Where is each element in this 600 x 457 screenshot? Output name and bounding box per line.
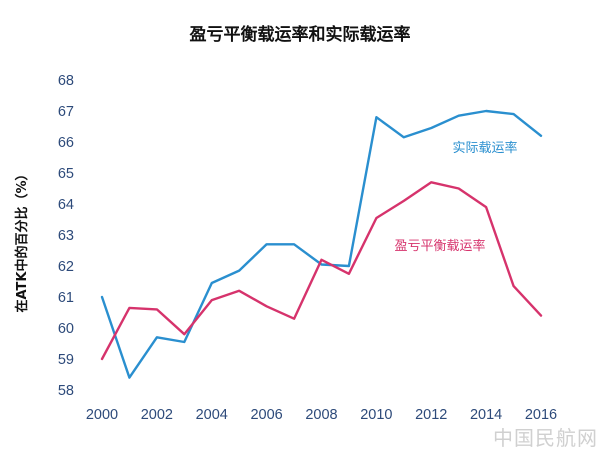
x-tick-label: 2014	[470, 407, 502, 423]
y-tick-label: 67	[58, 104, 74, 120]
y-tick-label: 58	[58, 383, 74, 399]
x-tick-labels: 2000 2002 2004 2006 2008 2010 2012 2014 2016	[86, 407, 557, 423]
y-tick-label: 62	[58, 259, 74, 275]
chart-title: 盈亏平衡载运率和实际载运率	[189, 24, 411, 45]
x-tick-label: 2012	[415, 407, 447, 423]
x-tick-label: 2004	[196, 407, 228, 423]
y-tick-label: 63	[58, 228, 74, 244]
series-line-1	[100, 181, 543, 361]
series-label-0: 实际载运率	[452, 140, 517, 156]
y-tick-label: 68	[58, 73, 74, 89]
x-tick-label: 2006	[250, 407, 282, 423]
x-tick-label: 2016	[525, 407, 557, 423]
y-tick-label: 59	[58, 352, 74, 368]
x-tick-label: 2010	[360, 407, 392, 423]
y-tick-label: 66	[58, 135, 74, 151]
watermark-logo: 中国民航网	[493, 426, 598, 450]
x-tick-label: 2002	[141, 407, 173, 423]
y-tick-labels: 58 59 60 61 62 63 64 65 66 67 68	[58, 73, 74, 399]
series-label-1: 盈亏平衡载运率	[394, 238, 485, 254]
series-line-0	[100, 109, 543, 379]
x-tick-label: 2000	[86, 407, 118, 423]
y-tick-label: 65	[58, 166, 74, 182]
y-tick-label: 64	[58, 197, 74, 213]
y-tick-label: 61	[58, 290, 74, 306]
x-tick-label: 2008	[305, 407, 337, 423]
plot-lines	[100, 109, 543, 379]
y-tick-label: 60	[58, 321, 74, 337]
y-axis-label: 在ATK中的百分比（%）	[14, 167, 30, 312]
